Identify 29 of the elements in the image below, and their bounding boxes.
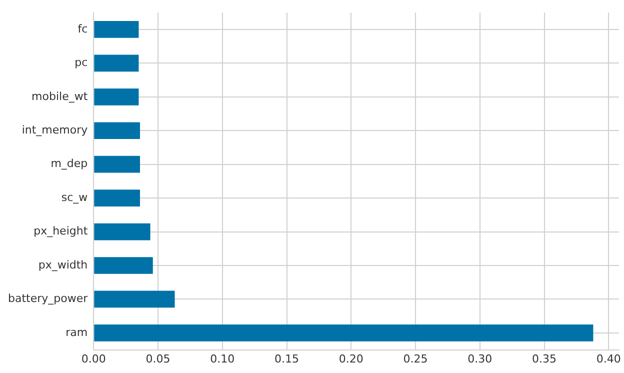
bar: [94, 290, 175, 308]
y-tick-label: m_dep: [50, 157, 88, 170]
x-tick-label: 0.30: [468, 352, 492, 366]
y-tick-label: px_height: [34, 224, 88, 238]
x-tick-label: 0.25: [403, 352, 428, 366]
bar: [94, 223, 150, 240]
bar: [94, 156, 140, 173]
y-tick-label: int_memory: [22, 123, 88, 136]
x-tick-label: 0.40: [596, 352, 621, 366]
bar: [94, 88, 139, 106]
y-tick-label: pc: [74, 56, 88, 70]
bar: [94, 257, 153, 274]
x-tick-label: 0.20: [338, 352, 364, 366]
x-tick-label: 0.10: [210, 352, 235, 366]
y-tick-label: mobile_wt: [32, 90, 88, 103]
x-tick-label: 0.05: [146, 352, 170, 366]
bar: [94, 324, 594, 342]
x-tick-label: 0.35: [532, 352, 557, 366]
bar: [94, 190, 140, 206]
bar: [94, 21, 139, 38]
y-tick-label: sc_w: [61, 190, 88, 204]
y-tick-label: ram: [66, 326, 88, 339]
y-tick-label: px_width: [38, 258, 88, 272]
x-tick-label: 0.00: [81, 352, 106, 366]
bar: [94, 54, 139, 72]
bar: [94, 122, 140, 140]
x-tick-label: 0.15: [274, 352, 300, 366]
y-tick-label: fc: [78, 22, 88, 36]
y-tick-label: battery_power: [8, 292, 88, 306]
